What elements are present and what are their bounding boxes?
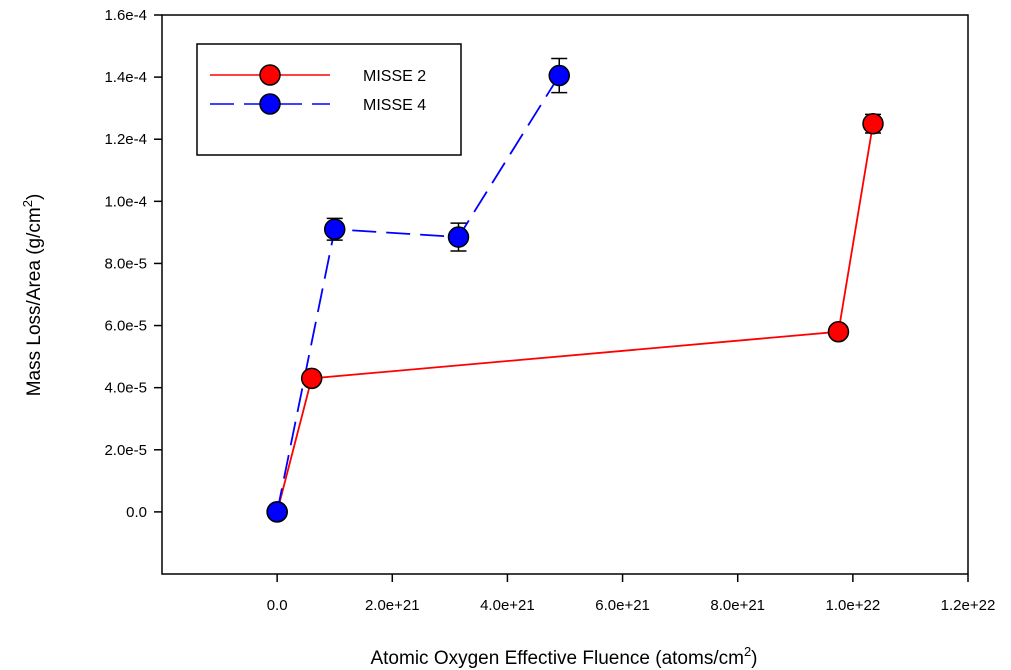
- y-axis-title-main: Mass Loss/Area (g/cm: [24, 207, 45, 396]
- data-point: [300, 367, 323, 390]
- x-tick-label: 1.0e+22: [826, 597, 881, 614]
- data-point: [548, 64, 570, 87]
- data-points: [266, 64, 884, 523]
- data-point: [323, 218, 346, 241]
- plot-frame: [161, 14, 969, 575]
- series-line: [276, 123, 874, 513]
- y-axis-title-sup: 2: [20, 200, 35, 207]
- legend-box: [196, 43, 462, 156]
- legend-marker-misse-4: [259, 93, 281, 115]
- y-axis-title: Mass Loss/Area (g/cm2): [20, 194, 45, 397]
- y-tick-label: 1.0e-4: [104, 193, 147, 210]
- y-tick-label: 4.0e-5: [104, 380, 147, 397]
- data-point: [447, 226, 470, 248]
- x-axis-title: Atomic Oxygen Effective Fluence (atoms/c…: [370, 644, 757, 669]
- y-tick-label: 1.4e-4: [104, 69, 147, 86]
- legend: MISSE 2 MISSE 4: [196, 43, 462, 156]
- axis-ticks: 0.0 2.0e-5 4.0e-5 6.0e-5 8.0e-5 1.0e-4 1.2e-4 1…: [104, 7, 995, 614]
- x-tick-label: 2.0e+21: [365, 597, 420, 614]
- legend-marker-misse-2: [259, 64, 281, 86]
- x-tick-label: 1.2e+22: [941, 597, 996, 614]
- y-tick-label: 1.2e-4: [104, 131, 147, 148]
- x-axis-title-sup: 2: [744, 644, 751, 659]
- data-point: [266, 501, 288, 523]
- legend-label-misse-2: MISSE 2: [363, 68, 426, 85]
- legend-label-misse-4: MISSE 4: [363, 97, 426, 114]
- data-point: [862, 112, 884, 135]
- x-axis-title-end: ): [751, 648, 757, 669]
- y-tick-label: 2.0e-5: [104, 442, 147, 459]
- data-point: [827, 321, 850, 343]
- x-tick-label: 6.0e+21: [595, 597, 650, 614]
- y-tick-label: 0.0: [126, 504, 147, 521]
- x-tick-label: 8.0e+21: [710, 597, 765, 614]
- y-tick-label: 8.0e-5: [104, 255, 147, 272]
- y-axis-title-end: ): [24, 194, 45, 200]
- y-tick-label: 1.6e-4: [104, 7, 147, 24]
- x-tick-label: 4.0e+21: [480, 597, 535, 614]
- x-tick-label: 0.0: [267, 597, 288, 614]
- y-tick-label: 6.0e-5: [104, 318, 147, 335]
- x-axis-title-main: Atomic Oxygen Effective Fluence (atoms/c…: [370, 648, 743, 669]
